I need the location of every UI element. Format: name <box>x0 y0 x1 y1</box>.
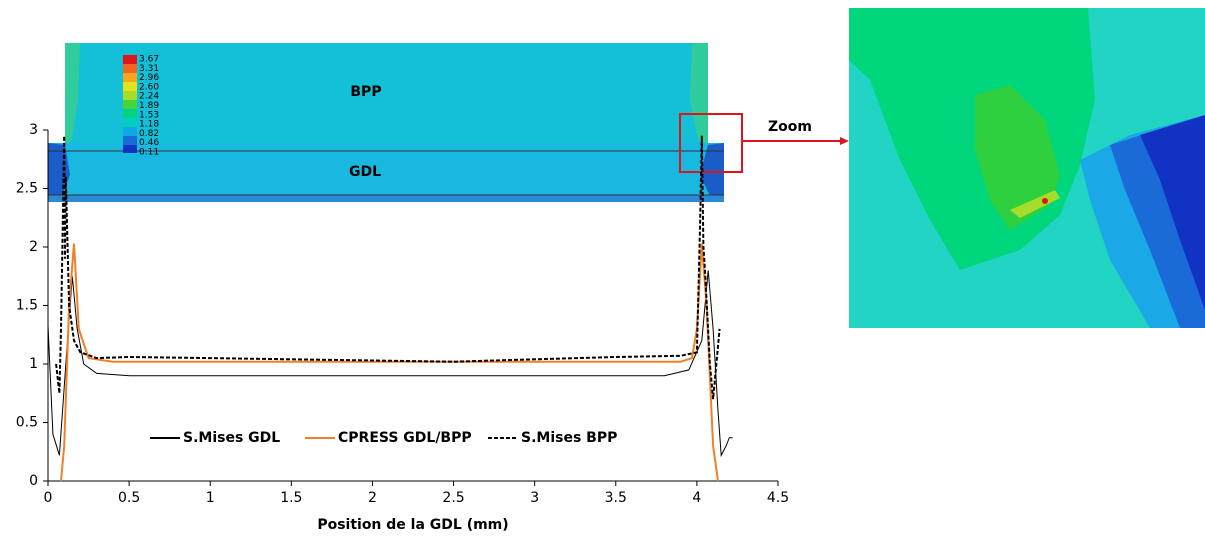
colorbar-label: 1.89 <box>139 101 159 111</box>
legend-label: S.Mises BPP <box>521 430 617 446</box>
bpp-edge <box>65 43 80 145</box>
y-tick-label: 0.5 <box>16 415 38 431</box>
x-tick-label: 3 <box>530 490 539 506</box>
zoom-image <box>849 8 1205 328</box>
bpp-label: BPP <box>350 84 381 100</box>
colorbar-label: 0.46 <box>139 138 159 148</box>
x-tick-label: 4 <box>692 490 701 506</box>
colorbar-label: 2.96 <box>139 73 159 83</box>
x-axis-label: Position de la GDL (mm) <box>317 517 508 533</box>
legend-label: S.Mises GDL <box>183 430 280 446</box>
y-tick-label: 1.5 <box>16 298 38 314</box>
colorbar-label: 2.24 <box>139 92 159 102</box>
y-tick-label: 2 <box>29 239 38 255</box>
colorbar-label: 3.67 <box>139 55 159 65</box>
x-tick-label: 4.5 <box>767 490 789 506</box>
series-line <box>55 135 721 400</box>
gdl-region <box>48 143 724 202</box>
x-tick-label: 2 <box>368 490 377 506</box>
fem-image: 3.673.312.962.602.241.891.531.180.820.46… <box>48 43 724 202</box>
y-tick-label: 1 <box>29 356 38 372</box>
gdl-label: GDL <box>349 164 381 180</box>
zoom-arrowhead <box>840 137 849 145</box>
series-line <box>47 270 733 458</box>
x-tick-label: 0 <box>44 490 53 506</box>
zoom-box <box>679 113 743 173</box>
x-tick-label: 2.5 <box>442 490 464 506</box>
gdl-bottom <box>48 195 724 202</box>
x-tick-label: 1.5 <box>280 490 302 506</box>
x-tick-label: 0.5 <box>118 490 140 506</box>
colorbar-label: 0.11 <box>139 148 159 158</box>
bpp-edge <box>690 43 708 145</box>
series-line <box>60 243 719 482</box>
zoom-label: Zoom <box>768 119 812 135</box>
x-tick-label: 3.5 <box>605 490 627 506</box>
bpp-region <box>65 43 708 153</box>
colorbar-label: 1.53 <box>139 110 159 120</box>
colorbar-label: 3.31 <box>139 64 159 74</box>
y-tick-label: 3 <box>29 122 38 138</box>
colorbar-label: 1.18 <box>139 120 159 130</box>
x-tick-label: 1 <box>206 490 215 506</box>
colorbar-label: 2.60 <box>139 82 159 92</box>
legend-label: CPRESS GDL/BPP <box>338 430 472 446</box>
colorbar-label: 0.82 <box>139 129 159 139</box>
y-tick-label: 2.5 <box>16 181 38 197</box>
colorbar: 3.673.312.962.602.241.891.531.180.820.46… <box>123 55 159 158</box>
y-tick-label: 0 <box>29 473 38 489</box>
